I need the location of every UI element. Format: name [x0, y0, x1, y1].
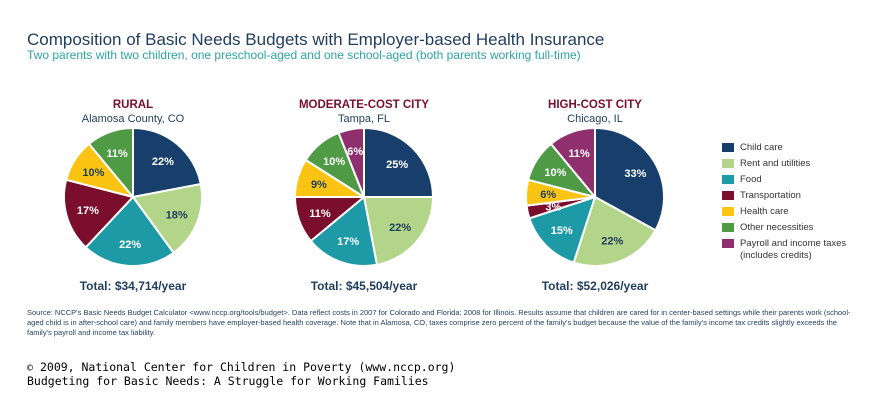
- legend-swatch: [722, 239, 734, 248]
- legend-item: Transportation: [722, 190, 872, 202]
- legend-label: Health care: [740, 206, 789, 217]
- credit-line-2: Budgeting for Basic Needs: A Struggle fo…: [27, 374, 429, 388]
- legend-label: Transportation: [740, 190, 801, 201]
- pie-slice: [84, 195, 175, 267]
- data-label: 6%: [347, 146, 363, 158]
- pie-total: Total: $52,026/year: [542, 279, 649, 293]
- legend-label: Payroll and income taxes (includes credi…: [740, 238, 847, 261]
- legend-item: Other necessities: [722, 222, 872, 234]
- legend-swatch: [722, 191, 734, 200]
- pie-subtitle: Chicago, IL: [567, 113, 623, 125]
- data-label: 10%: [323, 156, 345, 168]
- data-label: 18%: [166, 209, 188, 221]
- pie-slice: [363, 126, 435, 198]
- pie-subtitle: Tampa, FL: [338, 113, 390, 125]
- legend-item: Rent and utilities: [722, 158, 872, 170]
- pie-slice: [131, 182, 204, 255]
- legend-swatch: [722, 207, 734, 216]
- data-label: 9%: [311, 179, 327, 191]
- data-label: 11%: [568, 148, 590, 160]
- pie-chart: 33% 22% 15% 3%6% 10%11%: [525, 126, 666, 267]
- data-label: 22%: [119, 239, 141, 251]
- legend-label: Child care: [740, 142, 783, 153]
- credit: © 2009, National Center for Children in …: [27, 361, 455, 388]
- legend-swatch: [722, 143, 734, 152]
- data-label: 6%: [540, 189, 556, 201]
- pie-slice: [63, 178, 135, 249]
- source-note: Source: NCCP's Basic Needs Budget Calcul…: [27, 308, 851, 337]
- data-label: 15%: [551, 225, 573, 237]
- data-label: 17%: [77, 205, 99, 217]
- data-label: 25%: [386, 159, 408, 171]
- pie-title: RURAL: [113, 99, 153, 111]
- chart-title: Composition of Basic Needs Budgets with …: [27, 30, 605, 49]
- pie-slice: [594, 126, 666, 232]
- copyright-icon: ©: [27, 363, 34, 374]
- data-label: 22%: [152, 156, 174, 168]
- pie-slice: [362, 196, 435, 266]
- pie-slice: [337, 126, 365, 198]
- pie-title: MODERATE-COST CITY: [299, 99, 429, 111]
- pie-slice: [309, 195, 379, 268]
- pie-total: Total: $34,714/year: [80, 279, 187, 293]
- legend-item: Health care: [722, 206, 872, 218]
- pie-subtitle: Alamosa County, CO: [82, 113, 185, 125]
- data-label: 22%: [601, 236, 623, 248]
- data-label: 11%: [106, 148, 128, 160]
- pie-title: HIGH-COST CITY: [548, 99, 642, 111]
- pie-chart: 25% 22% 17% 11% 9% 10%6%: [293, 126, 435, 268]
- chart-subtitle: Two parents with two children, one presc…: [27, 48, 581, 62]
- legend: Child care Rent and utilities Food Transpor…: [722, 142, 872, 266]
- legend-swatch: [722, 175, 734, 184]
- data-label: 22%: [389, 222, 411, 234]
- pie-slice: [87, 126, 134, 200]
- pie-slice: [132, 126, 202, 199]
- legend-label: Rent and utilities: [740, 158, 811, 169]
- legend-label: Other necessities: [740, 222, 814, 233]
- data-label: 10%: [82, 167, 104, 179]
- legend-item: Payroll and income taxes (includes credi…: [722, 238, 872, 262]
- data-label: 10%: [544, 167, 566, 179]
- legend-swatch: [722, 223, 734, 232]
- legend-swatch: [722, 159, 734, 168]
- legend-item: Food: [722, 174, 872, 186]
- pie-chart: 22% 18% 22% 17% 10%11%: [63, 126, 204, 267]
- data-label: 33%: [624, 168, 646, 180]
- pie-slice: [549, 126, 596, 200]
- pie-total: Total: $45,504/year: [311, 279, 418, 293]
- legend-label: Food: [740, 174, 762, 185]
- credit-line-1: 2009, National Center for Children in Po…: [39, 360, 456, 374]
- data-label: 11%: [309, 208, 331, 220]
- pie-slice: [572, 195, 657, 267]
- data-label: 17%: [337, 236, 359, 248]
- legend-item: Child care: [722, 142, 872, 154]
- data-label: 3%: [545, 201, 561, 213]
